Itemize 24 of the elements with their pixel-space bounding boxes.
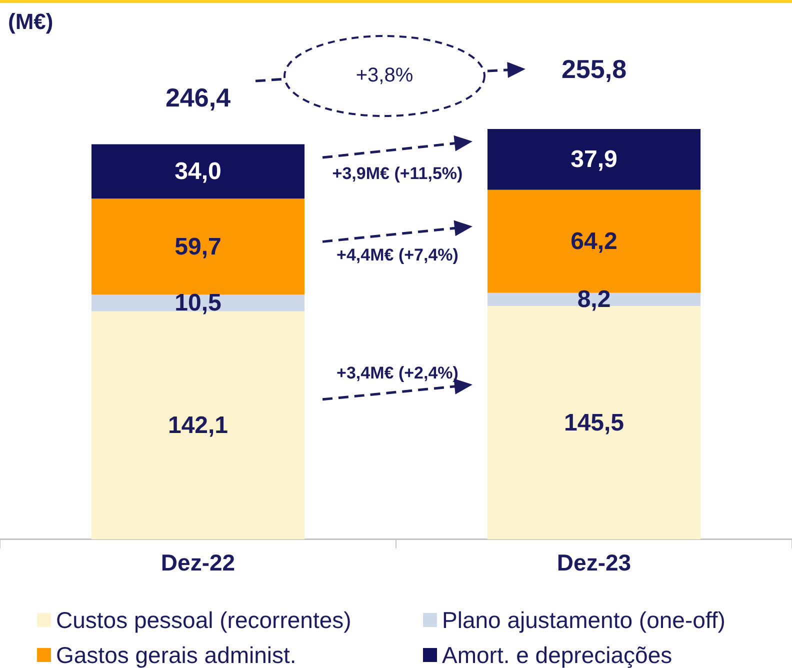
data-label: 8,2 (577, 286, 611, 314)
text: +3,8% (356, 64, 414, 87)
annotation: +4,4M€ (+7,4%) (336, 246, 458, 265)
annotation: +3,9M€ (+11,5%) (332, 164, 463, 184)
data-label: 142,1 (168, 412, 228, 440)
legend-label: Plano ajustamento (one-off) (442, 606, 726, 634)
bar (487, 129, 701, 190)
data-label: 10,5 (174, 290, 222, 317)
y-axis-title: (M€) (8, 9, 54, 35)
data-label: 145,5 (564, 409, 624, 436)
x-tick-label: Dez-22 (160, 550, 236, 576)
legend-label: Amort. e depreciações (442, 642, 672, 668)
data-label: 37,9 (570, 146, 618, 174)
bar (91, 198, 305, 295)
total-label: 246,4 (165, 82, 232, 112)
legend-label: Custos pessoal (recorrentes) (56, 606, 352, 634)
data-label: 64,2 (570, 228, 618, 255)
total-label: 255,8 (561, 54, 627, 84)
annotation: +3,4M€ (+2,4%) (336, 364, 458, 383)
x-tick-label: Dez-23 (556, 550, 632, 576)
data-label: 59,7 (174, 233, 222, 260)
data-label: 34,0 (174, 158, 222, 186)
bar (91, 144, 305, 199)
legend-label: Gastos gerais administ. (56, 642, 296, 668)
